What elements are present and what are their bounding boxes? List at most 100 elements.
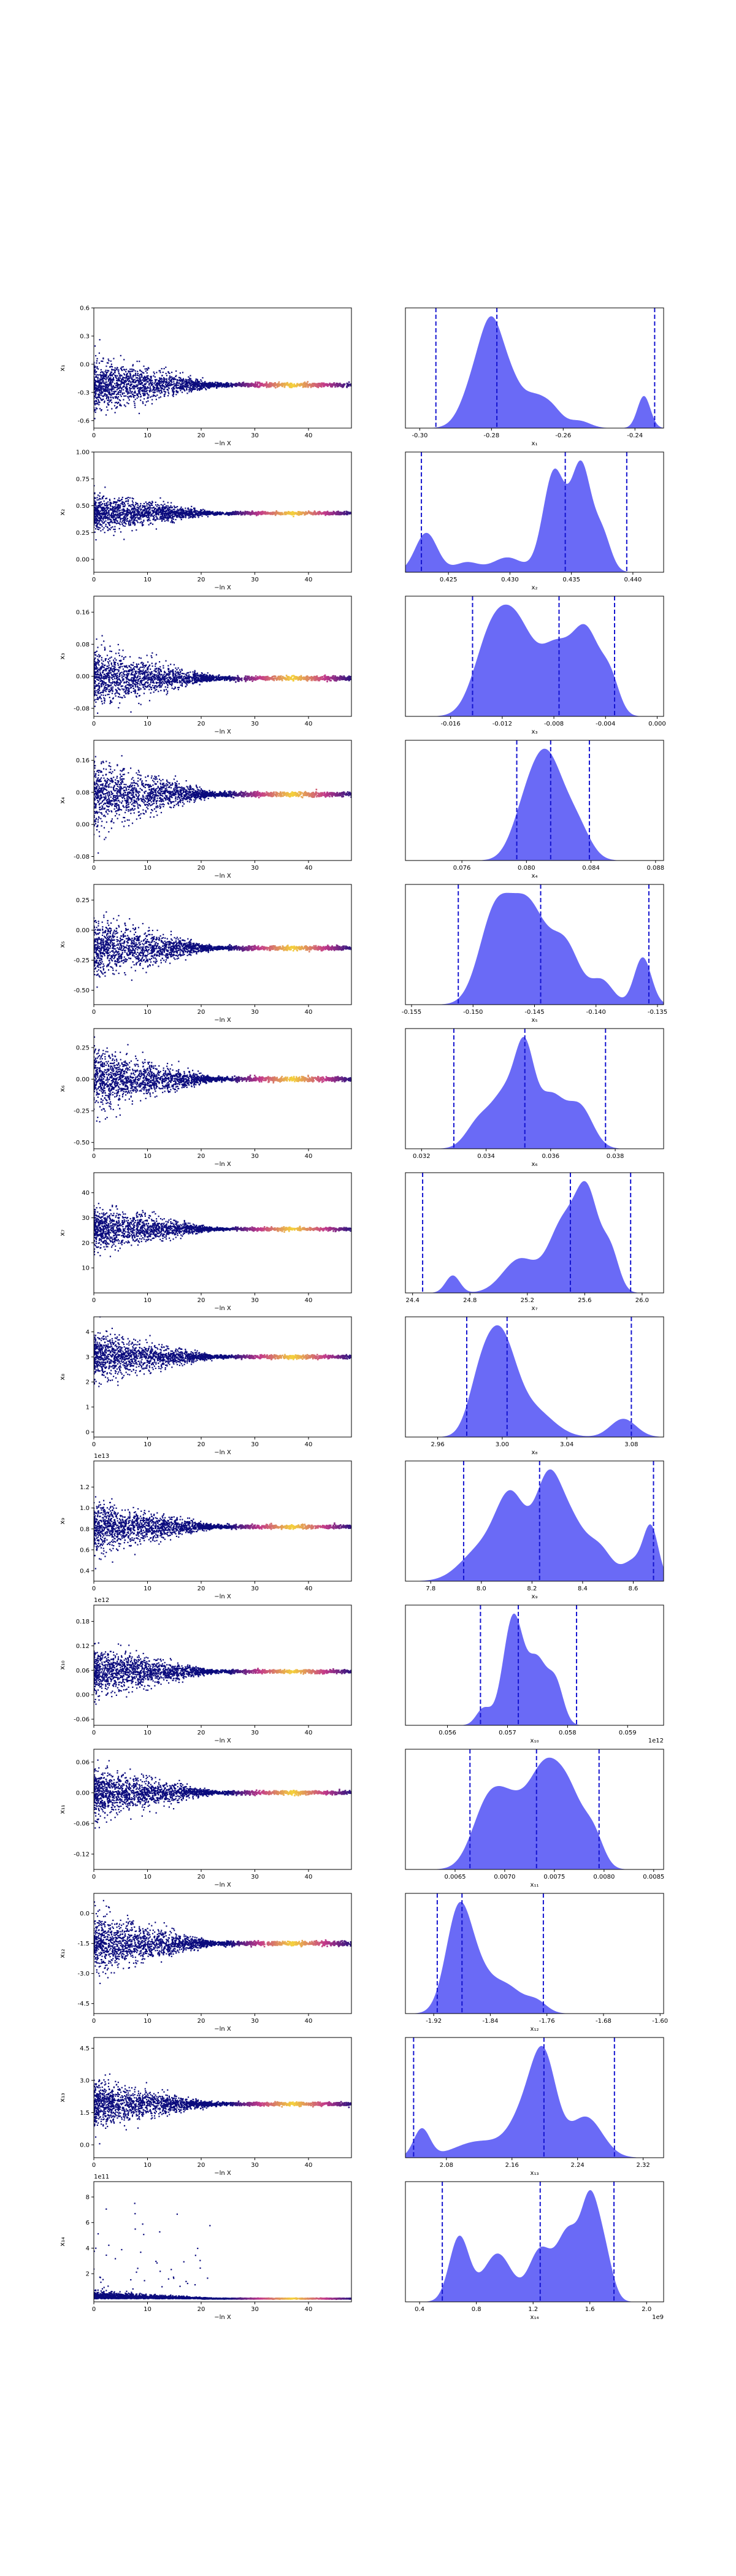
kde-frame	[405, 307, 664, 429]
trace-point	[261, 384, 263, 386]
trace-point	[281, 512, 283, 514]
trace-point	[135, 502, 137, 504]
trace-point	[110, 383, 112, 385]
trace-point	[94, 355, 97, 357]
trace-point	[140, 380, 142, 382]
trace-point	[185, 507, 186, 509]
trace-point	[94, 370, 96, 372]
trace-point	[182, 516, 184, 518]
trace-point	[168, 513, 170, 515]
trace-point	[94, 498, 95, 500]
trace-point	[277, 513, 279, 515]
trace-point	[336, 511, 338, 513]
trace-point	[152, 518, 154, 521]
trace-point	[151, 380, 153, 381]
trace-point	[120, 387, 121, 389]
trace-point	[139, 388, 141, 389]
trace-point	[196, 674, 197, 676]
trace-point	[175, 375, 177, 377]
trace-point	[202, 377, 204, 379]
trace-point	[234, 385, 237, 387]
trace-point	[272, 385, 274, 387]
trace-point	[193, 385, 196, 387]
trace-point	[107, 517, 110, 519]
trace-point	[113, 678, 116, 680]
trace-point	[118, 499, 120, 501]
trace-point	[97, 381, 99, 383]
trace-point	[139, 393, 141, 396]
trace-point	[128, 512, 130, 513]
trace-point	[152, 512, 155, 513]
trace-point	[100, 501, 102, 503]
trace-point	[115, 382, 118, 385]
trace-point	[245, 512, 248, 515]
trace-point	[192, 513, 194, 515]
trace-point	[115, 393, 118, 396]
trace-point	[98, 380, 101, 382]
trace-point	[120, 391, 122, 393]
trace-point	[137, 516, 139, 519]
trace-point	[121, 375, 123, 377]
trace-point	[108, 523, 110, 525]
trace-point	[205, 389, 207, 391]
trace-point	[157, 504, 159, 505]
trace-point	[145, 515, 147, 516]
trace-point	[204, 383, 206, 386]
trace-point	[268, 512, 270, 514]
trace-point	[94, 518, 96, 520]
trace-point	[183, 516, 185, 518]
trace-point	[112, 670, 113, 672]
trace-point	[122, 366, 124, 368]
trace-point	[244, 510, 247, 513]
trace-point	[118, 510, 120, 512]
trace-point	[101, 512, 102, 514]
trace-point	[127, 693, 129, 695]
trace-point	[103, 527, 105, 529]
trace-point	[188, 389, 190, 391]
trace-point	[148, 380, 150, 382]
trace-point	[117, 393, 119, 395]
y-tick-label: 0.3	[80, 333, 90, 340]
trace-point	[182, 508, 183, 511]
trace-point	[166, 381, 168, 383]
trace-point	[94, 519, 96, 521]
trace-point	[122, 525, 125, 527]
trace-point	[171, 506, 174, 508]
trace-point	[118, 369, 120, 371]
trace-point	[257, 511, 259, 513]
trace-point	[195, 380, 197, 382]
trace-point	[122, 505, 125, 508]
trace-point	[98, 404, 100, 405]
trace-point	[257, 382, 259, 385]
trace-point	[96, 381, 98, 383]
trace-point	[248, 383, 250, 386]
trace-point	[191, 381, 193, 383]
trace-point	[112, 522, 113, 524]
trace-point	[128, 378, 130, 380]
trace-point	[139, 670, 141, 673]
trace-point	[178, 387, 180, 389]
trace-point	[94, 409, 96, 411]
trace-point	[96, 396, 98, 398]
trace-point	[140, 509, 142, 511]
trace-point	[139, 391, 141, 393]
trace-point	[190, 375, 191, 377]
trace-point	[94, 402, 96, 404]
trace-point	[242, 385, 244, 387]
trace-point	[186, 386, 189, 388]
trace-point	[132, 381, 134, 383]
trace-point	[134, 521, 136, 524]
trace-point	[184, 380, 186, 382]
trace-point	[101, 508, 104, 510]
trace-point	[218, 382, 220, 385]
trace-point	[191, 516, 193, 518]
trace-point	[155, 654, 158, 656]
trace-point	[343, 510, 345, 513]
trace-point	[132, 370, 134, 372]
trace-point	[225, 386, 228, 388]
trace-point	[129, 389, 131, 391]
trace-point	[107, 402, 109, 404]
trace-point	[104, 648, 106, 650]
trace-point	[179, 379, 181, 381]
